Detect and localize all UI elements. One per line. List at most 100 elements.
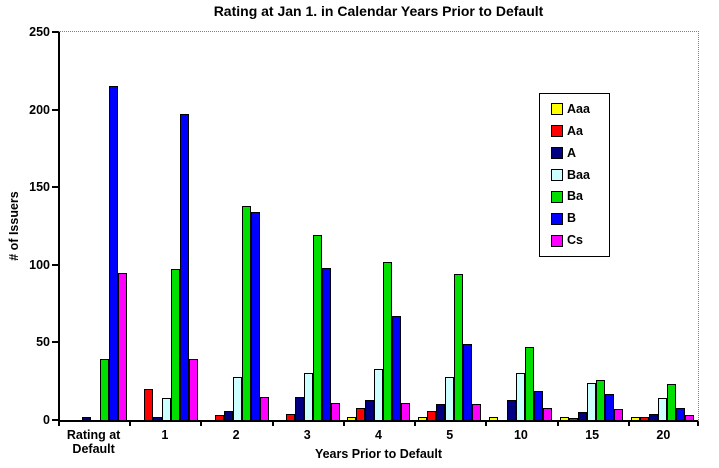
bar-Aaa-cat8 xyxy=(560,417,570,420)
legend-label: B xyxy=(567,211,577,226)
bar-Aa-cat3 xyxy=(214,415,224,420)
bar-Ba-cat3 xyxy=(241,206,251,420)
legend-box: Aaa Aa A Baa Ba B Cs xyxy=(539,93,610,257)
y-tick-mark xyxy=(52,341,58,344)
x-tick-label: 5 xyxy=(446,428,454,442)
bar-Ba-cat5 xyxy=(383,262,393,420)
bar-Aa-cat4 xyxy=(285,414,295,420)
bar-B-cat5 xyxy=(392,316,402,420)
bar-A-cat2 xyxy=(152,417,162,420)
chart-title: Rating at Jan 1. in Calendar Years Prior… xyxy=(213,3,544,19)
bar-Baa-cat8 xyxy=(587,383,597,420)
legend-color-swatch-A xyxy=(551,147,563,160)
legend-color-swatch-Aa xyxy=(551,125,563,138)
legend-label: A xyxy=(567,145,577,160)
legend-label: Aaa xyxy=(567,101,590,116)
bar-Ba-cat7 xyxy=(525,347,535,420)
x-tick-label: 15 xyxy=(585,428,600,442)
bar-A-cat6 xyxy=(436,404,446,420)
legend-color-swatch-Cs xyxy=(551,234,563,247)
legend-color-swatch-Baa xyxy=(551,169,563,181)
bar-group-3 xyxy=(202,32,273,420)
bar-Cs-cat2 xyxy=(188,359,198,420)
bar-Cs-cat7 xyxy=(543,408,553,420)
x-tick-mark xyxy=(129,422,132,426)
bar-B-cat2 xyxy=(179,114,189,420)
plot-area xyxy=(58,31,699,422)
legend-label: Ba xyxy=(567,189,583,204)
bar-Cs-cat4 xyxy=(330,403,340,420)
legend-color-swatch-Aaa xyxy=(551,103,563,116)
y-axis-title: # of Issuers xyxy=(7,191,21,261)
bar-Ba-cat2 xyxy=(170,269,180,420)
bar-B-cat3 xyxy=(250,212,260,420)
bar-group-8 xyxy=(556,32,627,420)
legend-item-A: A xyxy=(551,145,609,160)
x-tick-mark xyxy=(271,422,274,426)
bar-Ba-cat8 xyxy=(596,380,606,420)
bar-Baa-cat5 xyxy=(374,369,384,420)
legend-item-Aa: Aa xyxy=(551,123,609,138)
y-tick-label: 50 xyxy=(36,335,50,350)
bar-Cs-cat1 xyxy=(117,273,127,420)
y-tick-mark xyxy=(52,186,58,189)
bar-B-cat8 xyxy=(605,394,615,420)
x-tick-mark xyxy=(627,422,630,426)
bar-A-cat7 xyxy=(507,400,517,420)
bar-A-cat8 xyxy=(578,412,588,420)
bar-Baa-cat3 xyxy=(232,377,242,420)
bar-group-6 xyxy=(414,32,485,420)
y-tick-label: 0 xyxy=(43,413,50,427)
bar-group-5 xyxy=(344,32,415,420)
bar-A-cat9 xyxy=(649,414,659,420)
bar-Baa-cat6 xyxy=(445,377,455,420)
bar-Aaa-cat7 xyxy=(489,417,499,420)
x-tick-mark xyxy=(697,422,699,426)
bar-Aa-cat6 xyxy=(427,411,437,420)
bar-group-2 xyxy=(131,32,202,420)
legend-item-B: B xyxy=(551,212,609,225)
legend-label: Aa xyxy=(567,123,583,138)
x-tick-label: 20 xyxy=(656,428,671,442)
y-tick-label: 100 xyxy=(29,257,50,272)
y-tick-mark xyxy=(52,31,58,33)
bar-Aa-cat5 xyxy=(356,408,366,420)
x-tick-mark xyxy=(414,422,417,426)
x-tick-mark xyxy=(556,422,559,426)
y-tick-label: 200 xyxy=(29,102,50,117)
legend-item-Ba: Ba xyxy=(551,190,609,203)
y-tick-mark xyxy=(52,263,58,266)
legend-label: Cs xyxy=(567,233,583,248)
x-tick-label: 10 xyxy=(513,428,528,442)
bar-Cs-cat8 xyxy=(614,409,624,420)
bar-group-7 xyxy=(485,32,556,420)
bar-Ba-cat4 xyxy=(312,235,322,420)
legend-color-swatch-B xyxy=(551,212,563,225)
bar-Ba-cat1 xyxy=(99,359,109,420)
bar-Cs-cat6 xyxy=(472,404,482,420)
legend-label: Baa xyxy=(567,167,590,182)
bar-Baa-cat4 xyxy=(303,373,313,420)
x-tick-label: 2 xyxy=(232,428,240,442)
x-axis-title: Years Prior to Default xyxy=(314,447,443,461)
bar-Baa-cat2 xyxy=(161,398,171,420)
legend-item-Cs: Cs xyxy=(551,234,609,247)
y-tick-mark xyxy=(52,419,58,421)
bar-A-cat5 xyxy=(365,400,375,420)
bar-Aa-cat2 xyxy=(143,389,153,420)
x-tick-label: 1 xyxy=(161,428,169,442)
bar-Cs-cat3 xyxy=(259,397,269,420)
y-tick-label: 250 xyxy=(29,25,50,39)
bar-B-cat1 xyxy=(108,86,118,420)
bar-group-1 xyxy=(60,32,131,420)
bar-Baa-cat7 xyxy=(516,373,526,420)
bar-Aaa-cat5 xyxy=(347,417,357,420)
legend-item-Aaa: Aaa xyxy=(551,101,609,116)
x-tick-mark xyxy=(485,422,488,426)
y-tick-label: 150 xyxy=(29,180,50,195)
legend-color-swatch-Ba xyxy=(551,190,563,203)
legend-item-Baa: Baa xyxy=(551,167,609,182)
bar-Baa-cat9 xyxy=(658,398,668,420)
x-tick-label: 3 xyxy=(303,428,311,442)
